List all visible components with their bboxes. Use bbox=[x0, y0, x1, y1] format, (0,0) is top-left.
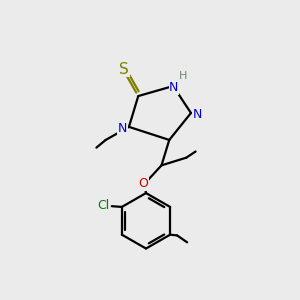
Text: O: O bbox=[139, 177, 148, 190]
Text: S: S bbox=[119, 61, 129, 76]
Text: N: N bbox=[169, 81, 178, 94]
Text: H: H bbox=[179, 71, 188, 81]
Text: Cl: Cl bbox=[97, 199, 110, 212]
Text: N: N bbox=[118, 122, 128, 135]
Text: N: N bbox=[193, 108, 202, 121]
